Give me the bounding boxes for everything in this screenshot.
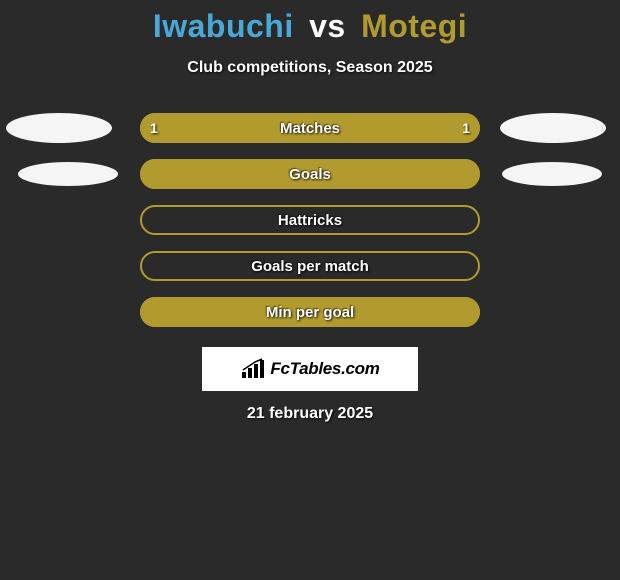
stat-label: Goals (289, 166, 331, 183)
stat-bar: Hattricks (140, 205, 480, 235)
right-ellipse-icon (502, 162, 602, 186)
stat-label: Goals per match (251, 258, 369, 275)
stats-comparison: Iwabuchi vs Motegi Club competitions, Se… (0, 0, 620, 423)
title-player1: Iwabuchi (153, 8, 294, 44)
stat-row: Min per goal (0, 297, 620, 327)
stat-value-right: 1 (462, 120, 470, 136)
stat-bar: Goals per match (140, 251, 480, 281)
stat-row: Hattricks (0, 205, 620, 235)
title-player2: Motegi (361, 8, 467, 44)
left-ellipse-icon (18, 162, 118, 186)
page-title: Iwabuchi vs Motegi (0, 8, 620, 45)
stat-bar: Matches 1 1 (140, 113, 480, 143)
right-ellipse-icon (500, 113, 606, 143)
left-ellipse-icon (6, 113, 112, 143)
brand-box[interactable]: FcTables.com (202, 347, 418, 391)
title-vs: vs (309, 8, 346, 44)
stat-label: Matches (280, 120, 340, 137)
stat-bar: Goals (140, 159, 480, 189)
stat-row: Matches 1 1 (0, 113, 620, 143)
brand-text: FcTables.com (270, 359, 379, 379)
stat-label: Hattricks (278, 212, 342, 229)
stat-bar: Min per goal (140, 297, 480, 327)
stat-label: Min per goal (266, 304, 354, 321)
subtitle: Club competitions, Season 2025 (0, 59, 620, 77)
stat-value-left: 1 (150, 120, 158, 136)
stat-rows: Matches 1 1 Goals Hattricks Goals per match Mi… (0, 113, 620, 327)
stat-row: Goals per match (0, 251, 620, 281)
stat-row: Goals (0, 159, 620, 189)
date-label: 21 february 2025 (0, 405, 620, 423)
bar-chart-icon (240, 358, 266, 380)
